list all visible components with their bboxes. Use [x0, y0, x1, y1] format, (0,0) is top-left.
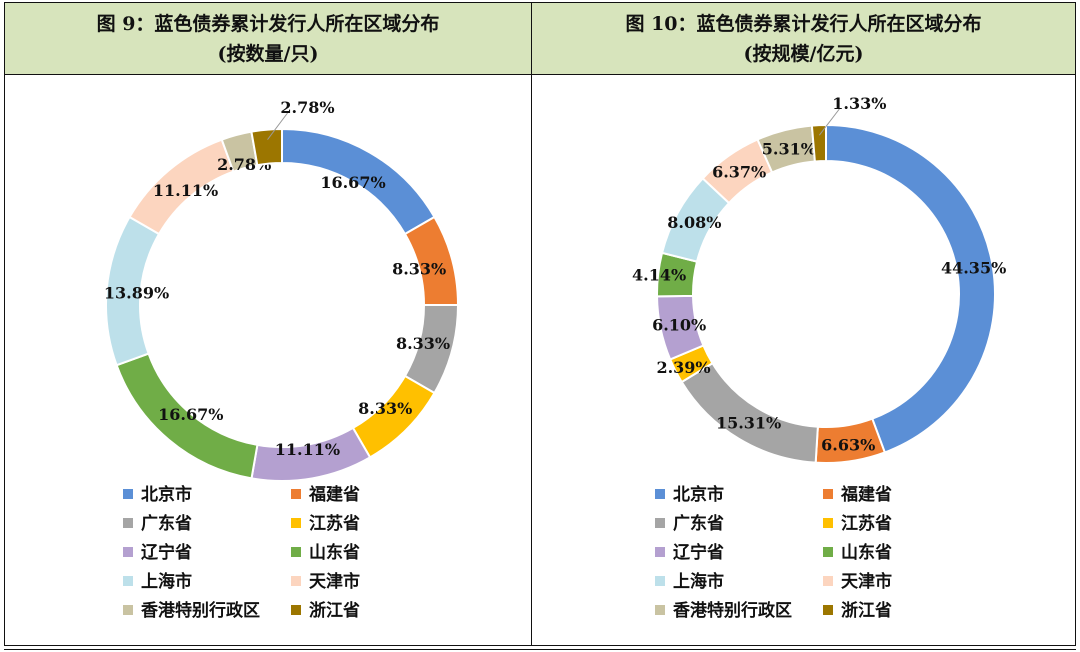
data-label: 8.08% — [667, 213, 721, 232]
legend-swatch — [655, 605, 665, 615]
chart-header: 图 10：蓝色债券累计发行人所在区域分布 (按规模/亿元) — [532, 3, 1075, 75]
legend-swatch — [655, 518, 665, 528]
data-label: 11.11% — [153, 181, 218, 200]
data-label: 15.31% — [716, 413, 781, 432]
legend-swatch — [655, 489, 665, 499]
legend-label: 福建省 — [840, 484, 892, 505]
data-label: 2.78% — [280, 98, 334, 117]
legend-label: 北京市 — [673, 484, 724, 505]
chart-header: 图 9：蓝色债券累计发行人所在区域分布 (按数量/只) — [5, 3, 531, 75]
chart-title: 图 9：蓝色债券累计发行人所在区域分布 — [96, 12, 440, 35]
data-label: 4.14% — [632, 266, 686, 285]
legend-label: 辽宁省 — [141, 542, 192, 563]
legend-swatch — [291, 605, 301, 615]
legend-label: 辽宁省 — [673, 542, 724, 563]
data-label: 6.63% — [821, 435, 875, 454]
chart-subtitle: (按规模/亿元) — [743, 42, 864, 65]
figure-frame: 图 9：蓝色债券累计发行人所在区域分布 (按数量/只) 16.67% 8.33% 8… — [4, 2, 1076, 646]
leader-line — [818, 108, 840, 136]
legend-swatch — [823, 489, 833, 499]
legend-label: 香港特别行政区 — [673, 600, 792, 621]
data-label: 8.33% — [392, 259, 446, 278]
legend-swatch — [123, 576, 133, 586]
legend-label: 江苏省 — [841, 513, 892, 534]
legend-swatch — [823, 576, 833, 586]
data-label: 16.67% — [320, 173, 385, 192]
data-label: 8.33% — [396, 334, 450, 353]
data-label: 16.67% — [158, 405, 223, 424]
data-label: 6.37% — [712, 163, 766, 182]
donut-chart-count: 16.67% 8.33% 8.33% 8.33% 11.11% 16.67% 13.89% 1… — [104, 98, 460, 621]
legend-label: 山东省 — [309, 542, 360, 563]
legend-swatch — [291, 489, 301, 499]
leader-line — [267, 112, 288, 140]
legend-label: 香港特别行政区 — [141, 600, 260, 621]
legend-label: 江苏省 — [309, 513, 360, 534]
legend-swatch — [123, 605, 133, 615]
legend-swatch — [291, 518, 301, 528]
panel-figure-9: 图 9：蓝色债券累计发行人所在区域分布 (按数量/只) 16.67% 8.33% 8… — [5, 3, 532, 645]
legend-label: 浙江省 — [841, 600, 892, 621]
chart-subtitle: (按数量/只) — [217, 42, 319, 65]
legend-swatch — [655, 547, 665, 557]
bottom-rule — [4, 649, 1076, 650]
legend-label: 广东省 — [141, 513, 192, 534]
legend-label: 天津市 — [841, 571, 892, 592]
legend-label: 北京市 — [141, 484, 192, 505]
legend-swatch — [655, 576, 665, 586]
legend-label: 福建省 — [308, 484, 360, 505]
legend-label: 上海市 — [673, 571, 724, 592]
data-label: 5.31% — [762, 140, 816, 159]
donut-slice — [825, 123, 996, 454]
legend-label: 广东省 — [673, 513, 724, 534]
legend-swatch — [123, 518, 133, 528]
donut-slice — [810, 123, 827, 163]
legend-label: 浙江省 — [309, 600, 360, 621]
panel-figure-10: 图 10：蓝色债券累计发行人所在区域分布 (按规模/亿元) 44.35% 6.63… — [532, 3, 1075, 645]
data-label: 8.33% — [358, 399, 412, 418]
donut-slice — [250, 127, 283, 167]
data-label: 1.33% — [832, 94, 886, 113]
data-label: 13.89% — [104, 283, 169, 302]
legend-swatch — [291, 547, 301, 557]
data-label: 6.10% — [652, 316, 706, 335]
legend-swatch — [123, 547, 133, 557]
donut-chart-scale: 44.35% 6.63% 15.31% 2.39% 6.10% 4.14% 8.08% 6.3… — [632, 94, 1006, 621]
chart-title: 图 10：蓝色债券累计发行人所在区域分布 — [625, 12, 982, 35]
legend-label: 上海市 — [141, 571, 192, 592]
data-label: 11.11% — [275, 440, 340, 459]
legend-label: 天津市 — [309, 571, 360, 592]
data-label: 2.39% — [656, 358, 710, 377]
legend-swatch — [823, 518, 833, 528]
legend-swatch — [123, 489, 133, 499]
legend-label: 山东省 — [841, 542, 892, 563]
data-label: 44.35% — [941, 258, 1006, 277]
legend-swatch — [823, 547, 833, 557]
legend-swatch — [823, 605, 833, 615]
legend-swatch — [291, 576, 301, 586]
